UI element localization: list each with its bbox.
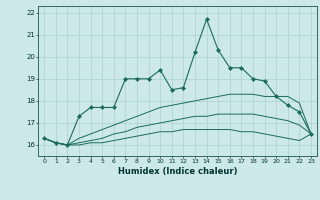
X-axis label: Humidex (Indice chaleur): Humidex (Indice chaleur) — [118, 167, 237, 176]
